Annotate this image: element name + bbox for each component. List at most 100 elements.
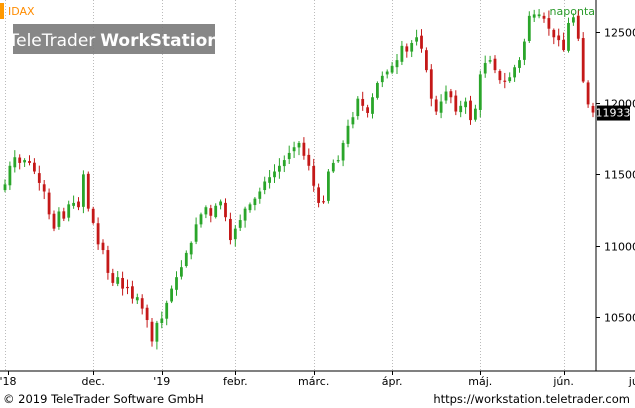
candle-body: [390, 65, 394, 73]
candle-body: [229, 218, 232, 241]
x-tick-label: febr.: [223, 375, 248, 388]
candle-body: [86, 173, 90, 209]
candle-body: [248, 204, 252, 211]
candle-body: [341, 142, 345, 161]
candle-body: [233, 228, 237, 240]
candle-body: [204, 207, 208, 215]
candle-body: [302, 142, 306, 156]
candle-body: [219, 201, 222, 206]
candle-body: [542, 15, 546, 19]
candle-body: [322, 201, 325, 203]
candle-body: [562, 39, 565, 51]
candle-body: [13, 157, 17, 168]
candle-body: [47, 192, 51, 215]
candle-body: [454, 95, 458, 112]
candle-body: [121, 277, 124, 289]
watermark-light: TeleTrader: [8, 31, 96, 51]
x-tick-label: dec.: [82, 375, 105, 388]
candle-body: [469, 100, 472, 121]
x-tick-label: jún.: [552, 375, 574, 388]
candle-body: [317, 187, 320, 203]
candle-body: [351, 117, 355, 125]
candle-body: [336, 160, 340, 162]
candle-body: [557, 35, 561, 41]
candle-body: [547, 18, 551, 29]
candle-body: [425, 50, 428, 71]
candle-body: [576, 15, 580, 39]
candle-body: [184, 252, 188, 267]
candle-body: [297, 142, 301, 148]
candle-body: [513, 67, 516, 78]
candle-body: [371, 97, 374, 114]
candles: [3, 9, 595, 350]
candle-body: [420, 35, 423, 49]
candle-body: [28, 161, 31, 163]
candle-body: [135, 297, 139, 301]
candle-body: [23, 160, 26, 163]
candle-body: [224, 202, 227, 218]
candle-body: [18, 157, 22, 163]
candle-body: [116, 277, 120, 284]
candle-body: [214, 205, 218, 218]
candle-body: [405, 46, 409, 52]
candle-body: [508, 77, 512, 82]
candle-body: [101, 242, 105, 251]
candle-body: [537, 14, 541, 17]
candle-body: [165, 302, 169, 319]
candle-body: [287, 152, 291, 160]
x-tick-label: júl.: [628, 375, 635, 388]
candle-body: [106, 250, 110, 273]
candle-body: [194, 224, 198, 242]
candle-body: [150, 321, 154, 342]
candle-body: [57, 211, 61, 227]
y-tick-label: 11000: [604, 241, 635, 254]
candle-body: [503, 80, 507, 82]
x-tick-label: ápr.: [382, 375, 403, 388]
candle-body: [42, 184, 46, 192]
candle-body: [449, 91, 453, 98]
candle-body: [415, 37, 418, 42]
candle-body: [400, 45, 404, 62]
candle-body: [527, 15, 531, 41]
candle-body: [273, 171, 276, 178]
candle-body: [209, 208, 213, 216]
symbol-accent-bar: [0, 3, 4, 19]
candle-body: [552, 29, 556, 38]
candle-body: [111, 273, 115, 283]
candle-body: [258, 191, 262, 199]
candle-body: [572, 17, 575, 23]
candle-body: [483, 62, 487, 74]
symbol-label: IDAX: [8, 5, 35, 18]
candle-body: [72, 202, 75, 206]
source-url[interactable]: https://workstation.teletrader.com: [433, 392, 630, 406]
last-price-marker: 11933: [596, 105, 631, 121]
y-tick-label: 11500: [604, 169, 635, 182]
candle-body: [62, 211, 66, 219]
candle-body: [488, 60, 492, 62]
candle-body: [238, 220, 242, 228]
candle-body: [278, 165, 281, 172]
candle-body: [91, 208, 95, 223]
candle-body: [586, 82, 590, 105]
candle-body: [518, 60, 521, 68]
candle-body: [312, 165, 316, 186]
candle-body: [493, 58, 497, 71]
candle-body: [395, 60, 399, 68]
candle-body: [8, 165, 12, 186]
candle-body: [532, 14, 536, 18]
watermark-bold: WorkStation: [100, 31, 219, 51]
candle-body: [366, 107, 369, 113]
y-tick-label: 12500: [604, 27, 635, 40]
candle-body: [52, 213, 56, 229]
candle-body: [523, 41, 526, 60]
candle-body: [292, 147, 296, 152]
candle-body: [199, 214, 203, 225]
candle-body: [361, 98, 365, 106]
candle-body: [380, 75, 384, 83]
candle-body: [33, 162, 36, 172]
candle-body: [376, 82, 379, 98]
candle-body: [131, 286, 134, 299]
copyright-text: © 2019 TeleTrader Software GmbH: [3, 392, 204, 406]
x-tick-label: '19: [153, 375, 170, 388]
